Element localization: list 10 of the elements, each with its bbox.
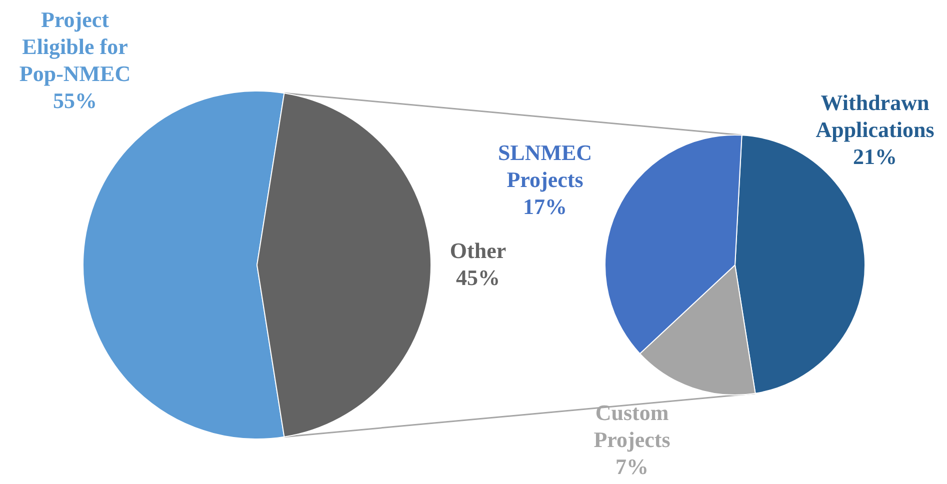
slice-label: Withdrawn Applications — [816, 90, 935, 142]
data-label: 55% — [53, 88, 97, 113]
data-label: 17% — [523, 194, 567, 219]
data-label: 21% — [853, 144, 897, 169]
slice-label: Custom Projects — [594, 400, 671, 452]
slice-label: Project Eligible for Pop-NMEC — [19, 7, 131, 86]
data-label: 45% — [456, 265, 500, 290]
data-label: 7% — [616, 454, 648, 479]
slice-label: SLNMEC Projects — [498, 140, 592, 192]
slice-label: Other — [450, 238, 506, 263]
